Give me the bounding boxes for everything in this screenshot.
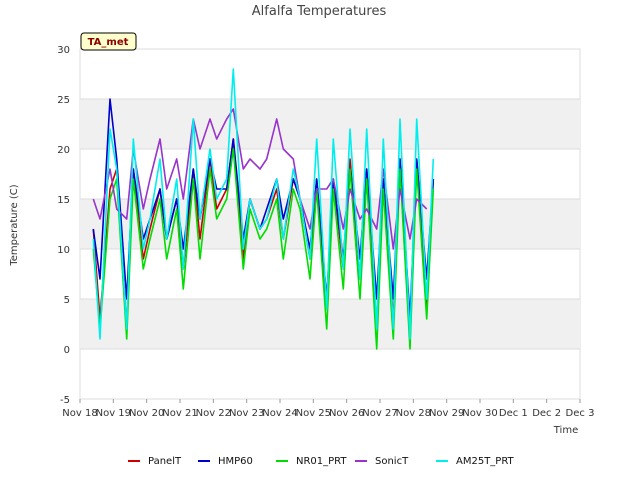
badge-box [80, 32, 137, 51]
y-tick-label: 10 [57, 245, 70, 256]
shaded-band [80, 99, 580, 149]
series-lines [92, 68, 435, 350]
x-tick-label: Dec 2 [532, 408, 561, 419]
legend: PanelT HMP60 NR01_PRT SonicT AM25T_PRT [128, 456, 515, 467]
legend-label: AM25T_PRT [456, 456, 515, 467]
x-tick-label: Nov 30 [462, 408, 497, 419]
x-tick-label: Nov 23 [229, 408, 264, 419]
y-tick-label: 0 [64, 345, 70, 356]
shaded-band [80, 299, 580, 349]
x-tick-label: Nov 26 [329, 408, 364, 419]
y-tick-label: -5 [60, 395, 70, 406]
x-tick-label: Nov 21 [162, 408, 197, 419]
y-tick-label: 15 [57, 195, 70, 206]
y-tick-label: 5 [64, 295, 70, 306]
y-tick-label: 20 [57, 145, 70, 156]
x-tick-label: Nov 27 [362, 408, 397, 419]
x-tick-label: Nov 18 [62, 408, 97, 419]
y-axis-label: Temperature (C) [9, 184, 20, 266]
series-line-nr01_prt [92, 148, 435, 350]
x-tick-label: Nov 28 [396, 408, 431, 419]
series-line-sonict [92, 108, 428, 250]
x-tick-label: Nov 20 [129, 408, 164, 419]
x-tick-label: Nov 19 [96, 408, 131, 419]
x-axis-label: Time [553, 425, 578, 436]
legend-label: HMP60 [218, 456, 253, 467]
legend-label: NR01_PRT [296, 456, 347, 467]
legend-label: PanelT [148, 456, 182, 467]
x-tick-label: Dec 3 [566, 408, 595, 419]
x-tick-label: Dec 1 [499, 408, 528, 419]
y-axis-ticks: -5 0 5 10 15 20 25 30 [57, 45, 70, 406]
ta-met-badge: TA_met [80, 32, 137, 51]
legend-label: SonicT [375, 456, 409, 467]
x-tick-label: Nov 29 [429, 408, 464, 419]
series-line-am25t_prt [92, 68, 435, 340]
background-bands [79, 48, 581, 400]
y-tick-label: 30 [57, 45, 70, 56]
x-tick-label: Nov 22 [196, 408, 231, 419]
x-tick-label: Nov 25 [296, 408, 331, 419]
y-tick-label: 25 [57, 95, 70, 106]
x-tick-label: Nov 24 [262, 408, 297, 419]
badge-label: TA_met [88, 37, 129, 48]
chart-title: Alfalfa Temperatures [252, 4, 387, 19]
